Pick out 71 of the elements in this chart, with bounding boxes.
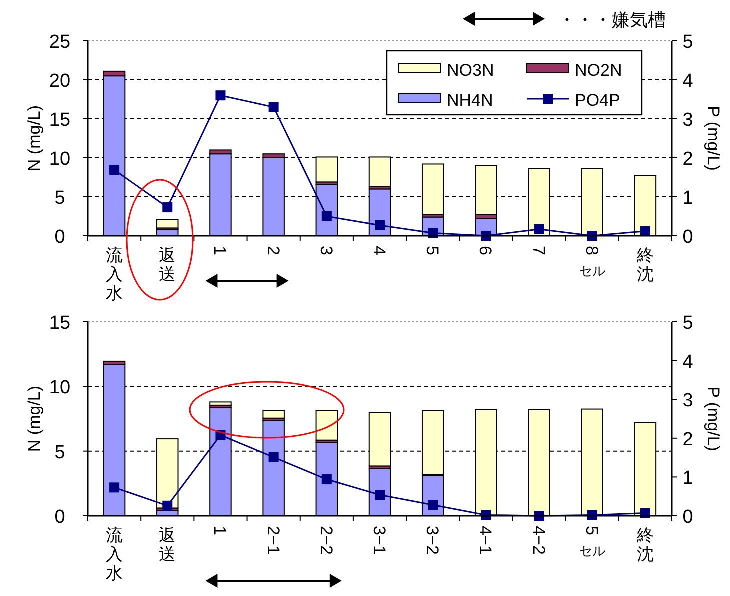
point — [268, 452, 279, 462]
x-tick-label: 3 — [316, 246, 336, 256]
x-tick-label: 1 — [210, 526, 230, 536]
bar — [316, 410, 338, 441]
x-tick-label: 終沈 — [636, 526, 654, 564]
point — [375, 220, 385, 230]
text: ・・・嫌気槽 — [558, 10, 666, 30]
y-tick-label: 0 — [54, 507, 66, 528]
y-axis-title: N (mg/L) — [25, 386, 44, 452]
x-tick-label: 7 — [529, 246, 548, 256]
legend-label: NH4N — [447, 91, 494, 110]
x-tick-label: 2−1 — [264, 526, 283, 555]
legend-label: NO3N — [447, 61, 494, 80]
point — [428, 500, 438, 510]
point — [110, 482, 120, 493]
x-tick-label: 2 — [264, 246, 283, 256]
y2-tick-label: 0 — [682, 227, 694, 248]
y-tick-label: 10 — [49, 149, 71, 170]
x-tick-label: 2−2 — [316, 526, 336, 555]
y-tick-label: 15 — [49, 110, 71, 131]
y2-axis-title: P (mg/L) — [704, 106, 723, 171]
x-tick-label: 3−1 — [370, 526, 389, 555]
bar — [156, 219, 179, 229]
x-tick-label: 4 — [370, 246, 389, 256]
bar — [262, 410, 285, 419]
y2-tick-label: 5 — [682, 32, 694, 53]
y2-tick-label: 5 — [682, 313, 694, 334]
x-tick-label: 5セル — [579, 526, 606, 558]
x-tick-label: 1 — [210, 246, 230, 256]
x-tick-label: 終沈 — [636, 246, 654, 284]
legend-label: PO4P — [575, 91, 620, 110]
x-tick-label: 6 — [476, 246, 496, 256]
y2-tick-label: 0 — [682, 507, 694, 528]
y-tick-label: 15 — [49, 313, 71, 334]
x-tick-label: 流入水 — [106, 246, 124, 303]
y2-axis-title: P (mg/L) — [704, 386, 723, 452]
x-tick-label: 4−1 — [476, 526, 496, 555]
point — [110, 165, 120, 176]
point — [162, 500, 173, 511]
x-tick-label: 3−2 — [423, 526, 442, 555]
x-tick-label: 5 — [423, 246, 442, 256]
y-tick-label: 5 — [54, 188, 66, 209]
y-axis-title: N (mg/L) — [25, 105, 44, 172]
y-tick-label: 25 — [49, 32, 71, 53]
point — [640, 226, 650, 236]
y2-tick-label: 4 — [682, 352, 694, 373]
x-tick-label: 返送 — [159, 526, 176, 564]
y-tick-label: 10 — [49, 378, 71, 399]
point — [268, 102, 279, 112]
y2-tick-label: 1 — [682, 188, 694, 209]
y2-tick-label: 3 — [682, 110, 694, 131]
legend-label: NO2N — [575, 61, 622, 80]
y2-tick-label: 2 — [682, 149, 694, 170]
point — [216, 90, 226, 101]
y2-tick-label: 1 — [682, 468, 694, 490]
y2-tick-label: 3 — [682, 390, 694, 412]
point — [162, 202, 173, 213]
y2-tick-label: 4 — [682, 71, 694, 92]
x-tick-label: 流入水 — [106, 526, 124, 583]
y-tick-label: 20 — [49, 71, 71, 92]
point — [322, 212, 332, 222]
y2-tick-label: 2 — [682, 429, 694, 450]
x-tick-label: 8セル — [579, 246, 606, 278]
point — [322, 474, 332, 485]
y-tick-label: 5 — [54, 442, 66, 464]
y-tick-label: 0 — [54, 227, 66, 248]
point — [534, 224, 544, 234]
point — [375, 490, 385, 500]
x-tick-label: 4−2 — [529, 526, 548, 555]
x-tick-label: 返送 — [159, 246, 176, 284]
bar — [210, 402, 232, 406]
